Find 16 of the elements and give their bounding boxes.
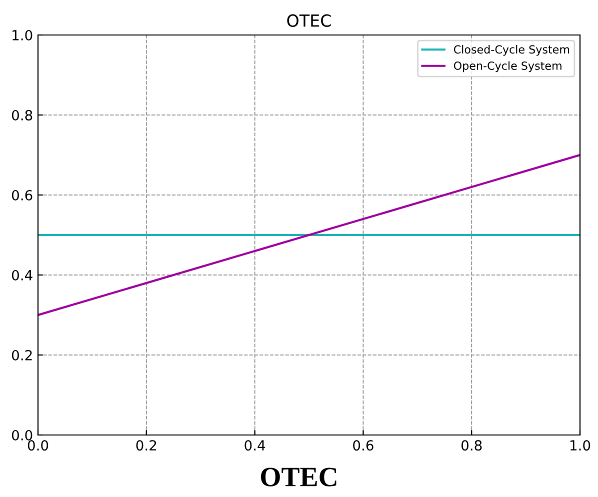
y-tick-label: 0.4 xyxy=(12,270,32,280)
x-tick-label: 0.4 xyxy=(244,440,266,451)
x-tick-label: 0.8 xyxy=(461,440,482,451)
y-tick-label: 0.6 xyxy=(12,190,32,200)
x-tick-label: 1.0 xyxy=(570,440,590,451)
chart-title: OTEC xyxy=(287,14,331,27)
y-tick-label: 0.0 xyxy=(12,430,32,440)
y-tick-label: 0.2 xyxy=(12,350,32,360)
legend-label: Open-Cycle System xyxy=(454,61,562,72)
x-tick-label: 0.6 xyxy=(353,440,374,451)
legend-label: Closed-Cycle System xyxy=(454,45,570,56)
x-tick-label: 0.0 xyxy=(28,440,48,451)
y-tick-label: 1.0 xyxy=(12,30,32,40)
y-tick-label: 0.8 xyxy=(12,110,32,120)
x-tick-label: 0.2 xyxy=(136,440,156,451)
text: OTEC xyxy=(260,468,336,486)
